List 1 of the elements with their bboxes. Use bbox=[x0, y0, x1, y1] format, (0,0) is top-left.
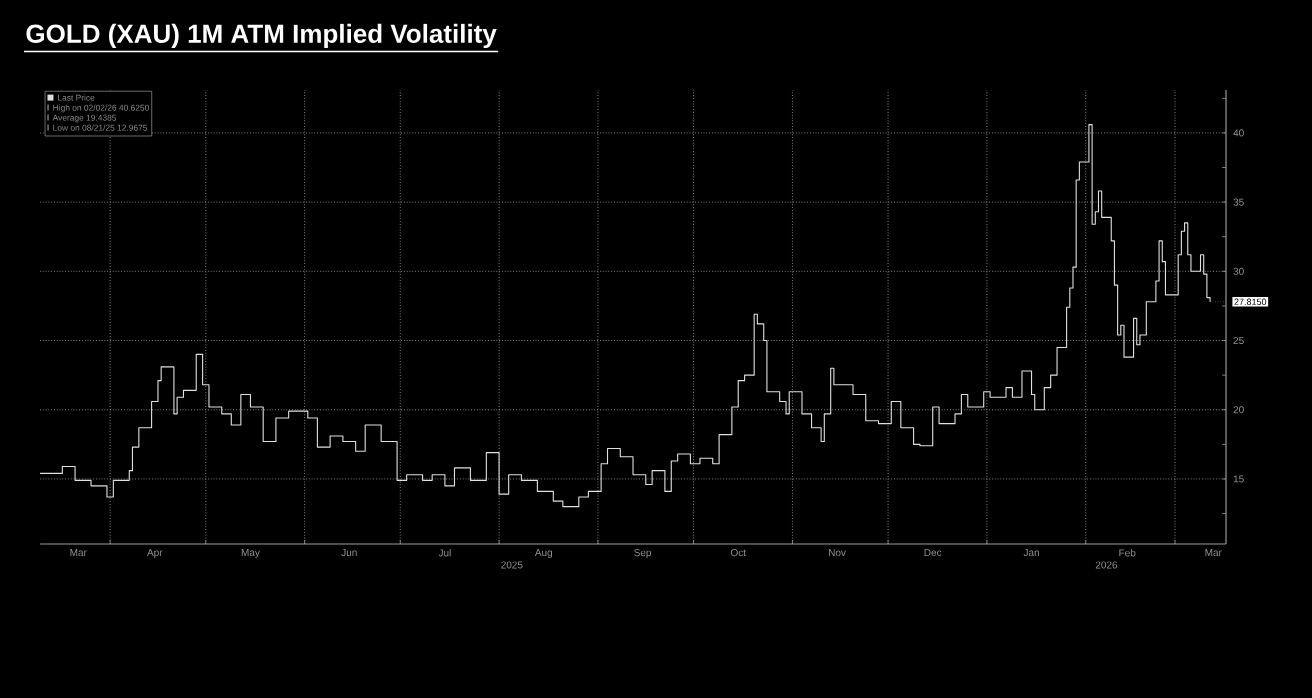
chart-title: GOLD (XAU) 1M ATM Implied Volatility bbox=[26, 23, 497, 49]
